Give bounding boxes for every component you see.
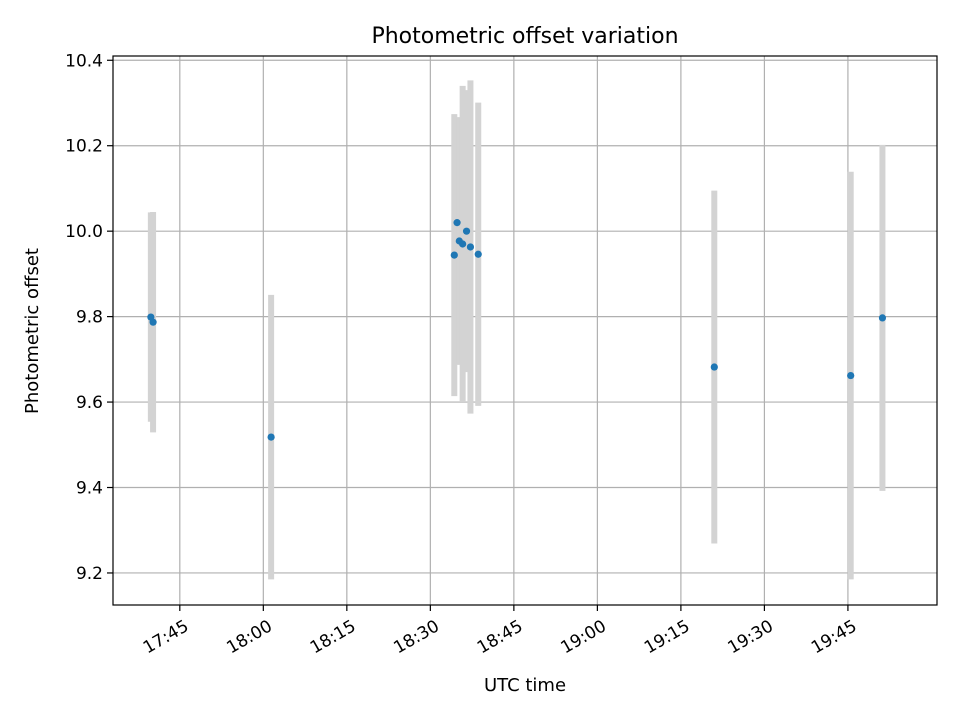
data-point: [450, 251, 458, 259]
x-tick-label: 19:45: [808, 616, 860, 658]
y-tick-label: 9.2: [76, 564, 103, 584]
data-point: [878, 314, 887, 322]
y-tick-label: 9.6: [76, 393, 103, 413]
y-tick-label: 10.0: [65, 222, 103, 242]
x-tick-label: 19:30: [724, 616, 776, 658]
x-tick-label: 19:15: [641, 616, 693, 658]
x-tick-label: 19:00: [557, 616, 609, 658]
errorbar-layer: [147, 80, 886, 580]
y-tick-label: 9.4: [76, 479, 103, 499]
data-point: [847, 371, 855, 380]
y-tick-label: 10.2: [65, 137, 103, 157]
chart-title: Photometric offset variation: [371, 24, 678, 49]
x-tick-label: 17:45: [140, 616, 192, 658]
point-layer: [147, 219, 887, 441]
data-point: [710, 363, 718, 371]
data-point: [459, 240, 467, 248]
y-tick-label: 9.8: [76, 308, 103, 328]
x-tick-label: 18:30: [390, 616, 442, 658]
x-tick-label: 18:00: [223, 616, 275, 658]
data-point: [474, 250, 482, 258]
data-point: [453, 219, 461, 227]
data-point: [267, 433, 275, 441]
data-point: [149, 318, 157, 326]
x-axis-label: UTC time: [484, 675, 566, 696]
data-point: [462, 227, 471, 235]
plot-frame: [112, 55, 938, 606]
y-tick-label: 10.4: [65, 51, 103, 71]
x-tick-label: 18:15: [307, 616, 359, 658]
x-tick-label: 18:45: [474, 616, 526, 658]
data-point: [466, 243, 475, 251]
y-axis-label: Photometric offset: [22, 248, 43, 414]
grid-layer: [113, 56, 937, 605]
